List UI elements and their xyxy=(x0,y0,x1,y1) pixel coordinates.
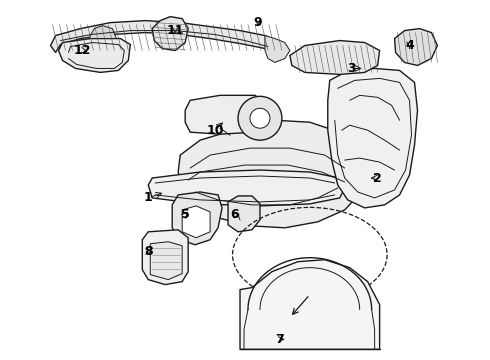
Polygon shape xyxy=(185,95,265,134)
Text: 4: 4 xyxy=(405,39,414,52)
Text: 5: 5 xyxy=(181,208,190,221)
Polygon shape xyxy=(290,41,380,75)
Polygon shape xyxy=(142,230,188,285)
Polygon shape xyxy=(178,120,368,228)
Polygon shape xyxy=(394,28,438,66)
Polygon shape xyxy=(228,196,260,232)
Polygon shape xyxy=(89,26,116,39)
Circle shape xyxy=(238,96,282,140)
Text: 10: 10 xyxy=(206,124,224,137)
Polygon shape xyxy=(58,39,130,72)
Text: 9: 9 xyxy=(254,16,262,29)
Text: 6: 6 xyxy=(231,208,239,221)
Polygon shape xyxy=(240,260,380,349)
Text: 11: 11 xyxy=(167,24,184,37)
Polygon shape xyxy=(148,170,345,206)
Circle shape xyxy=(250,108,270,128)
Text: 3: 3 xyxy=(347,62,356,75)
Text: 7: 7 xyxy=(275,333,284,346)
Polygon shape xyxy=(50,21,280,53)
Polygon shape xyxy=(150,242,182,280)
Text: 8: 8 xyxy=(144,245,152,258)
Polygon shape xyxy=(172,192,222,245)
Text: 2: 2 xyxy=(373,171,382,185)
Polygon shape xyxy=(265,36,290,62)
Text: 1: 1 xyxy=(144,192,153,204)
Text: 12: 12 xyxy=(74,44,91,57)
Polygon shape xyxy=(328,68,417,208)
Polygon shape xyxy=(152,17,188,50)
Polygon shape xyxy=(182,206,210,238)
